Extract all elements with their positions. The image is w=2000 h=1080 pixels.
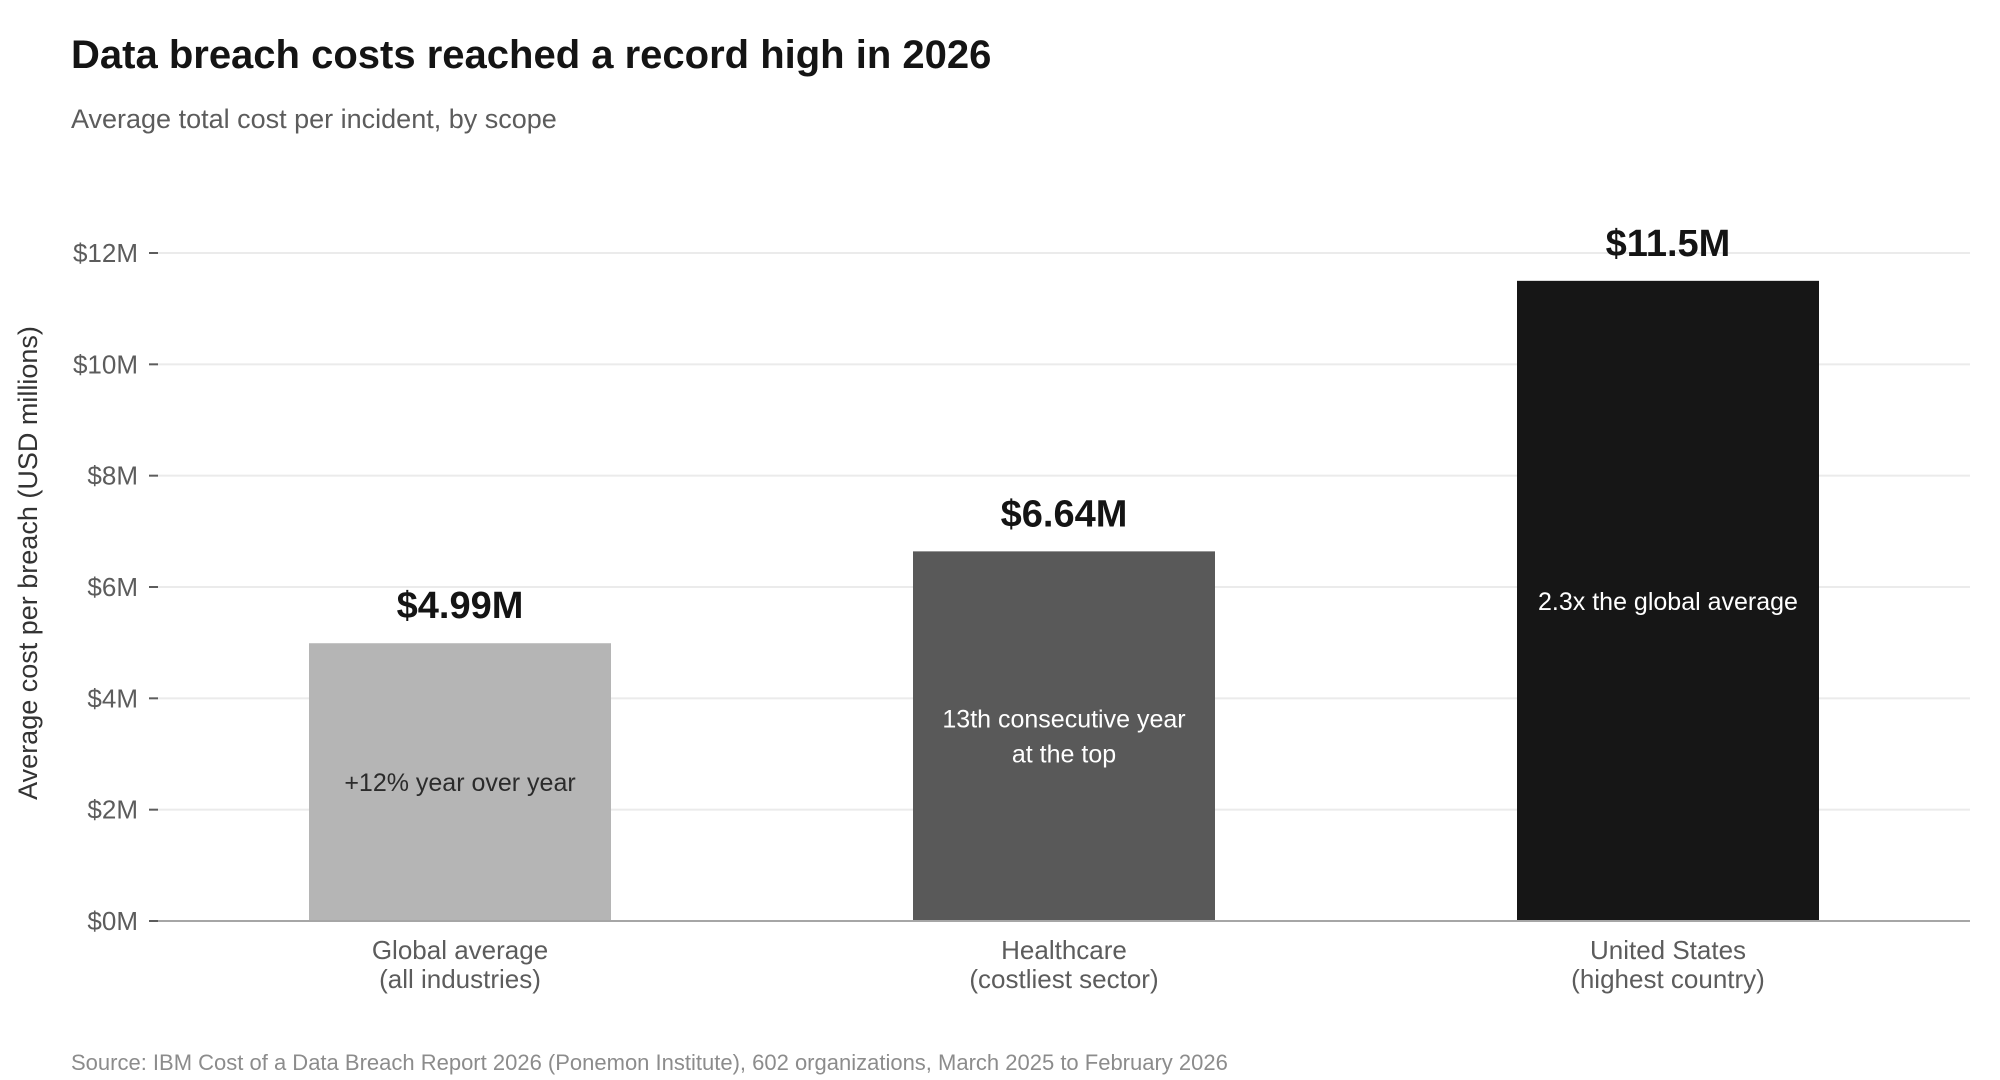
y-tick-label: $6M [87, 572, 138, 602]
y-axis-label: Average cost per breach (USD millions) [13, 326, 43, 800]
y-tick-label: $8M [87, 461, 138, 491]
x-tick-label: (costliest sector) [969, 964, 1158, 994]
y-axis: $0M $2M $4M $6M $8M $10M $12M [73, 238, 158, 936]
y-tick-label: $12M [73, 238, 138, 268]
chart-title: Data breach costs reached a record high … [71, 33, 991, 77]
bar-labels: $4.99M +12% year over year $6.64M 13th cons… [344, 223, 1798, 797]
x-tick-label: Global average [372, 935, 548, 965]
x-tick-label: (highest country) [1571, 964, 1765, 994]
bars [309, 280, 1819, 921]
y-tick-label: $4M [87, 683, 138, 713]
bar-value-label: $6.64M [1001, 493, 1128, 535]
bar-annotation: at the top [1012, 741, 1116, 769]
bar-value-label: $11.5M [1606, 223, 1731, 265]
bar [1517, 280, 1819, 921]
x-tick-label: Healthcare [1001, 935, 1127, 965]
chart-source: Source: IBM Cost of a Data Breach Report… [71, 1050, 1228, 1075]
bar [309, 643, 611, 921]
y-tick-label: $0M [87, 906, 138, 936]
x-tick-label: (all industries) [379, 964, 541, 994]
chart-subtitle: Average total cost per incident, by scop… [71, 104, 557, 134]
bar-annotation: 13th consecutive year [942, 706, 1185, 734]
bar-annotation: +12% year over year [344, 769, 575, 797]
y-tick-label: $2M [87, 795, 138, 825]
bar-annotation: 2.3x the global average [1538, 588, 1798, 616]
bar-value-label: $4.99M [397, 585, 524, 627]
x-tick-label: United States [1590, 935, 1746, 965]
y-tick-label: $10M [73, 349, 138, 379]
bar [913, 551, 1215, 921]
x-axis: Global average(all industries) Healthcare… [372, 935, 1765, 994]
